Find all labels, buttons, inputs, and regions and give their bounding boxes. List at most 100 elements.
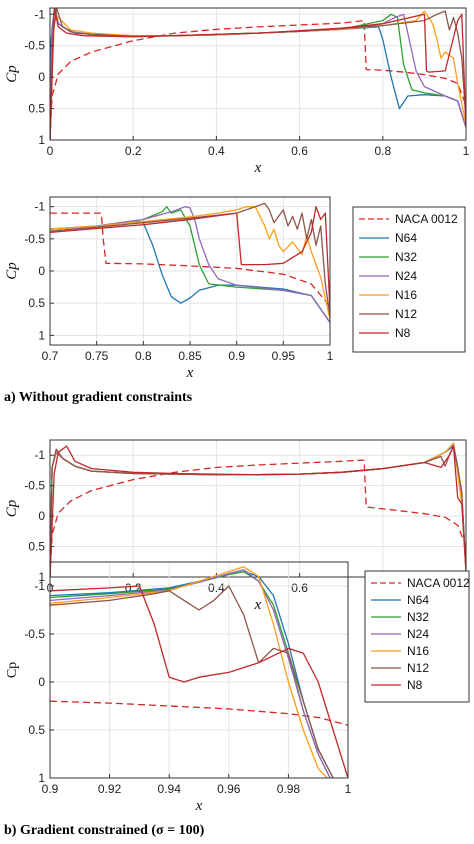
x-tick-label: 1 bbox=[345, 782, 352, 796]
y-tick-label: -1 bbox=[34, 200, 45, 214]
x-tick-label: 0.94 bbox=[158, 782, 182, 796]
series-n64 bbox=[50, 220, 330, 323]
series-naca-0012 bbox=[50, 212, 330, 307]
x-tick-label: 0.4 bbox=[208, 144, 225, 158]
x-tick-label: 0.7 bbox=[42, 349, 59, 363]
plot-frame bbox=[49, 561, 349, 779]
x-axis-label: x bbox=[254, 597, 262, 613]
legend-box bbox=[364, 570, 470, 703]
series-group bbox=[50, 566, 348, 778]
plot-frame bbox=[49, 439, 467, 578]
x-tick-label: 0.2 bbox=[125, 144, 142, 158]
series-naca-0012 bbox=[50, 700, 348, 726]
y-tick-label: -0.5 bbox=[24, 479, 45, 493]
x-tick-label: 0.9 bbox=[42, 782, 59, 796]
y-tick-label: 1 bbox=[38, 570, 45, 584]
series-n24 bbox=[50, 569, 331, 778]
y-tick-label: 1 bbox=[38, 771, 45, 785]
legend-box bbox=[352, 206, 466, 353]
x-tick-label: 1 bbox=[463, 144, 470, 158]
y-tick-label: -1 bbox=[34, 448, 45, 462]
y-tick-label: 0 bbox=[38, 509, 45, 523]
series-n8 bbox=[50, 445, 466, 577]
legend-entry: N12 bbox=[407, 661, 429, 675]
legend-entry: N64 bbox=[395, 231, 417, 245]
x-axis-label: x bbox=[254, 160, 262, 176]
legend-entry: N12 bbox=[395, 307, 417, 321]
legend-entry: NACA 0012 bbox=[395, 212, 458, 226]
plot-frame bbox=[49, 7, 467, 141]
x-tick-label: 0.96 bbox=[217, 782, 241, 796]
y-axis-label: Cp bbox=[4, 262, 20, 280]
legend-entry: N16 bbox=[407, 644, 429, 658]
y-tick-label: 0 bbox=[38, 70, 45, 84]
y-tick-label: -0.5 bbox=[24, 39, 45, 53]
x-tick-label: 1 bbox=[327, 349, 334, 363]
chart-a1: 0 0.2 0.4 0.6 0.8 1 -1 -0.5 0 0.5 1 x Cp bbox=[4, 7, 470, 176]
series-n8 bbox=[50, 8, 466, 140]
x-tick-label: 0.95 bbox=[272, 349, 296, 363]
y-tick-label: -0.5 bbox=[24, 627, 45, 641]
legend-entry: N8 bbox=[407, 678, 423, 692]
x-tick-label: 0.75 bbox=[85, 349, 109, 363]
series-n16 bbox=[50, 10, 466, 140]
y-axis-label: Cp bbox=[4, 499, 20, 517]
series-n12 bbox=[50, 585, 334, 778]
legend: NACA 0012 N64 N32 N24 N16 N12 N8 bbox=[352, 206, 466, 353]
caption-a: a) Without gradient constraints bbox=[4, 390, 193, 405]
legend-entry: N24 bbox=[395, 269, 417, 283]
y-tick-label: -1 bbox=[34, 7, 45, 21]
legend-entry: N32 bbox=[407, 610, 429, 624]
y-axis-label: Cp bbox=[4, 65, 20, 83]
y-tick-label: 1 bbox=[38, 328, 45, 342]
y-tick-label: 0.5 bbox=[28, 102, 45, 116]
legend-entry: N64 bbox=[407, 593, 429, 607]
y-tick-label: -0.5 bbox=[24, 232, 45, 246]
series-n16 bbox=[50, 442, 466, 577]
y-tick-label: 0.5 bbox=[28, 723, 45, 737]
series-n64 bbox=[50, 570, 334, 778]
x-tick-label: 0.6 bbox=[291, 581, 308, 595]
y-tick-label: 0.5 bbox=[28, 296, 45, 310]
legend-entry: N16 bbox=[395, 288, 417, 302]
legend-entry: N24 bbox=[407, 627, 429, 641]
series-n64 bbox=[50, 10, 466, 140]
x-tick-label: 0.98 bbox=[277, 782, 301, 796]
series-n16 bbox=[50, 566, 328, 778]
y-axis-label: Cp bbox=[5, 662, 20, 678]
x-axis-label: x bbox=[195, 798, 203, 814]
series-n8 bbox=[50, 585, 348, 778]
x-tick-label: 0.9 bbox=[228, 349, 245, 363]
x-axis-label: x bbox=[186, 365, 194, 381]
x-tick-label: 0.8 bbox=[135, 349, 152, 363]
legend: NACA 0012 N64 N32 N24 N16 N12 N8 bbox=[364, 570, 470, 703]
chart-a2: 0.7 0.75 0.8 0.85 0.9 0.95 1 -1 -0.5 0 0.5 1 x Cp NACA… bbox=[4, 196, 466, 381]
series-group bbox=[50, 8, 466, 140]
y-tick-label: 1 bbox=[38, 133, 45, 147]
legend-entry: N32 bbox=[395, 250, 417, 264]
y-tick-label: 0 bbox=[38, 675, 45, 689]
y-tick-label: -1 bbox=[34, 579, 45, 593]
y-tick-label: 0.5 bbox=[28, 540, 45, 554]
series-group bbox=[50, 202, 330, 323]
series-n12 bbox=[50, 8, 466, 140]
series-naca-0012 bbox=[50, 19, 466, 140]
series-n24 bbox=[50, 206, 330, 323]
y-tick-label: 0 bbox=[38, 264, 45, 278]
x-tick-label: 0.8 bbox=[374, 144, 391, 158]
legend-entry: N8 bbox=[395, 326, 411, 340]
legend-entry: NACA 0012 bbox=[407, 576, 470, 590]
x-tick-label: 0.4 bbox=[208, 581, 225, 595]
series-group bbox=[50, 442, 466, 577]
series-n8 bbox=[50, 206, 330, 310]
x-tick-label: 0.85 bbox=[178, 349, 202, 363]
x-tick-label: 0.92 bbox=[98, 782, 122, 796]
series-n12 bbox=[50, 202, 330, 317]
series-n32 bbox=[50, 8, 466, 140]
series-n24 bbox=[50, 10, 466, 140]
x-tick-label: 0.6 bbox=[291, 144, 308, 158]
caption-b: b) Gradient constrained (σ = 100) bbox=[4, 823, 205, 838]
x-tick-label: 0 bbox=[47, 144, 54, 158]
series-naca-0012 bbox=[50, 459, 466, 577]
